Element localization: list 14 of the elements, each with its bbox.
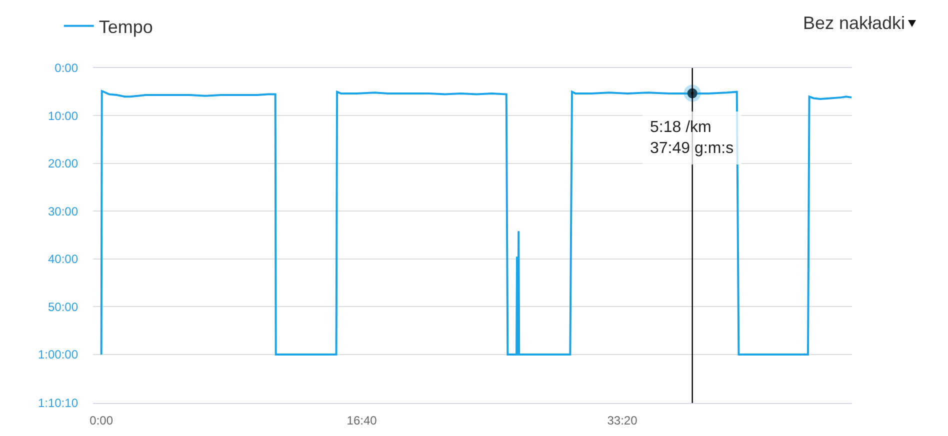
- annotation: 5:18 /km 37:49 g:m:s: [650, 119, 734, 157]
- x-tick-label: 16:40: [346, 413, 378, 428]
- x-tick-label: 33:20: [607, 413, 638, 428]
- y-tick-label: 0:00: [54, 61, 78, 76]
- x-tick-label: 0:00: [90, 413, 114, 428]
- y-tick-label: 50:00: [48, 300, 78, 314]
- y-tick-label: 10:00: [48, 108, 78, 123]
- y-tick-label: 30:00: [48, 204, 78, 218]
- y-tick-label: 40:00: [48, 252, 78, 266]
- legend-label: Tempo: [98, 16, 153, 37]
- y-tick-label: 20:00: [48, 156, 78, 171]
- text: Bez nakładki: [803, 13, 906, 33]
- y-tick-label: 1:10:10: [38, 396, 78, 410]
- y-tick-label: 1:00:00: [38, 348, 78, 362]
